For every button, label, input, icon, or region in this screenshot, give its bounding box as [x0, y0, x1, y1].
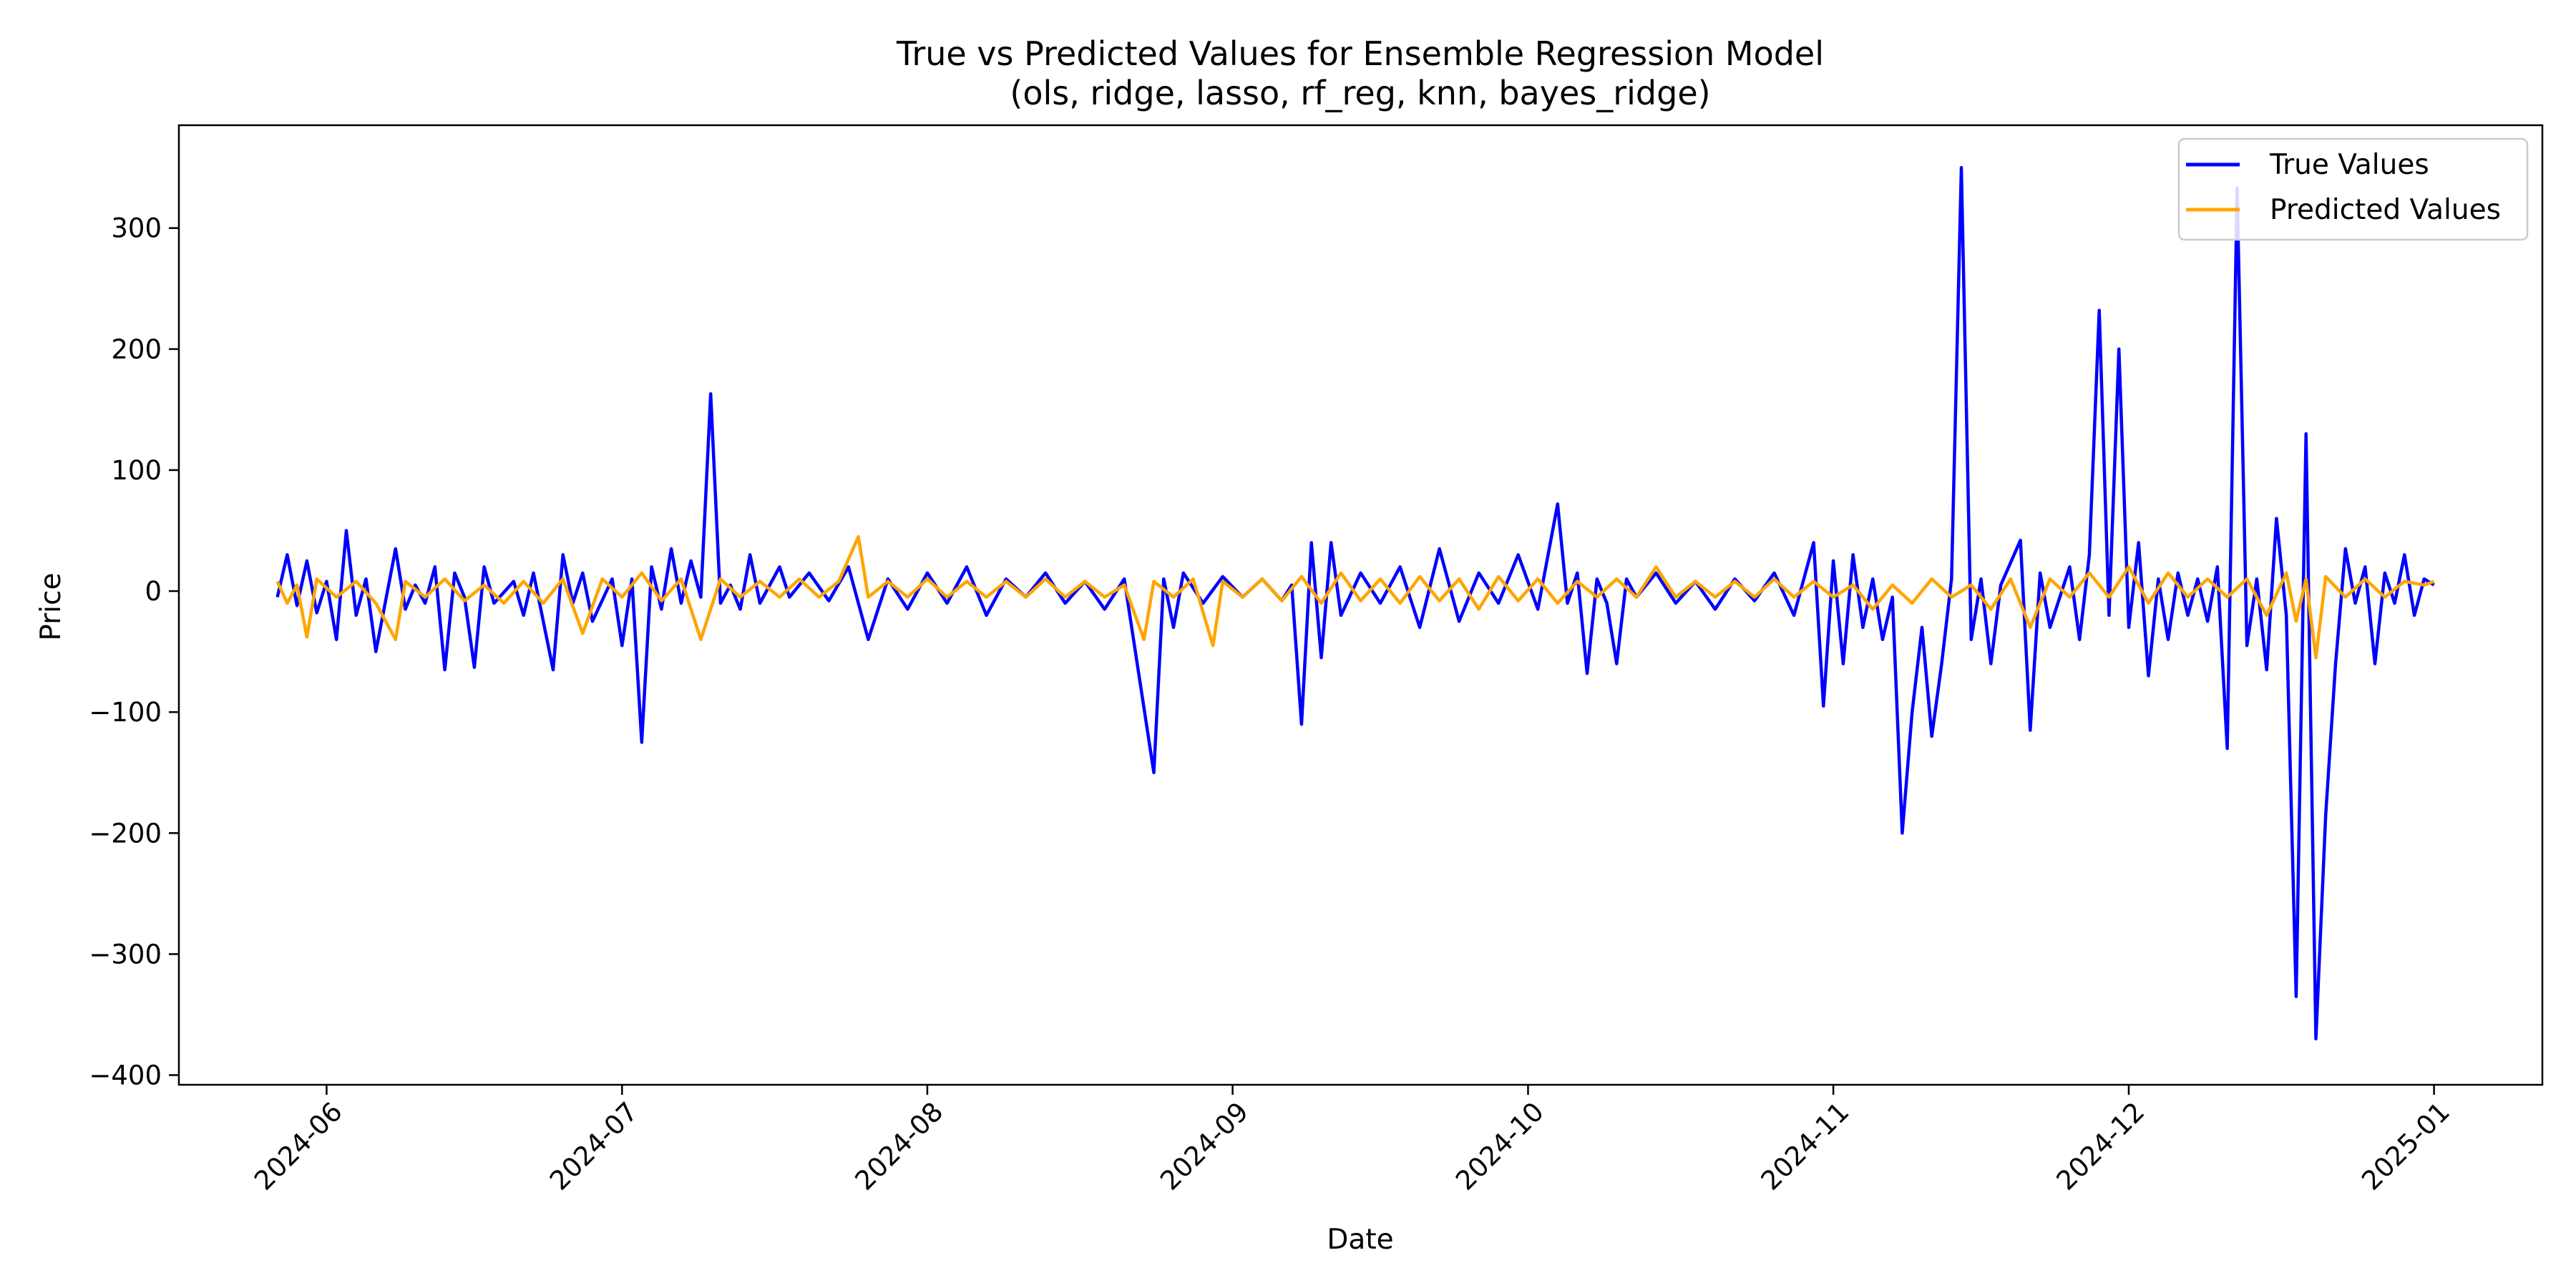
y-tick-label: −100 [89, 697, 162, 728]
y-tick-label: 300 [111, 213, 162, 244]
plot-area [177, 124, 2544, 1086]
series-line-predicted-values [275, 535, 2435, 660]
y-tick-label: −300 [89, 939, 162, 970]
y-axis-label: Price [35, 572, 67, 640]
legend-box [2177, 137, 2529, 241]
y-tick-label: −200 [89, 818, 162, 849]
y-tick-label: 100 [111, 455, 162, 486]
x-axis-label: Date [1327, 1224, 1393, 1256]
series-line-true-values [275, 165, 2435, 1040]
y-tick-label: 0 [145, 576, 162, 607]
legend: True Values Predicted Values [2177, 137, 2529, 241]
series-layer [275, 165, 2435, 1040]
chart-subtitle: (ols, ridge, lasso, rf_reg, knn, bayes_r… [1010, 74, 1710, 112]
legend-true-values-label: True Values [2269, 149, 2429, 181]
chart-title: True vs Predicted Values for Ensemble Re… [896, 34, 1824, 73]
y-tick-label: −400 [89, 1060, 162, 1091]
y-axis: 300 200 100 0 −100 −200 −300 −400 [89, 213, 179, 1091]
plot-frame [177, 124, 2544, 1086]
legend-predicted-values-label: Predicted Values [2270, 194, 2501, 226]
y-tick-label: 200 [111, 334, 162, 365]
